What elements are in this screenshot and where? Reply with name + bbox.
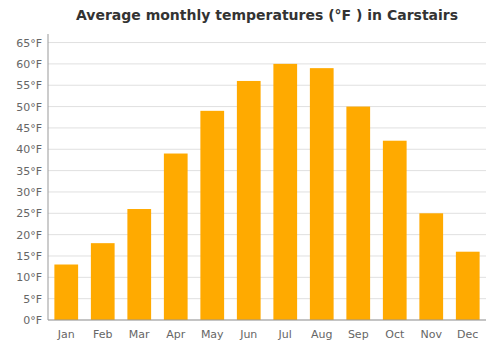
y-tick-label: 20°F bbox=[16, 229, 42, 242]
y-tick-label: 35°F bbox=[16, 165, 42, 178]
y-tick-label: 10°F bbox=[16, 271, 42, 284]
x-tick-label: Jul bbox=[278, 328, 292, 341]
y-tick-label: 65°F bbox=[16, 37, 42, 50]
x-tick-label: Oct bbox=[385, 328, 405, 341]
grid-line bbox=[48, 106, 486, 107]
bar bbox=[164, 154, 188, 320]
grid-line bbox=[48, 149, 486, 150]
grid-line bbox=[48, 191, 486, 192]
x-tick-label: Dec bbox=[457, 328, 478, 341]
x-axis-line bbox=[48, 320, 486, 321]
y-tick-label: 45°F bbox=[16, 122, 42, 135]
x-tick-label: Jan bbox=[57, 328, 75, 341]
x-tick-label: Jun bbox=[239, 328, 257, 341]
y-tick-label: 40°F bbox=[16, 143, 42, 156]
grid-line bbox=[48, 127, 486, 128]
y-tick-label: 50°F bbox=[16, 101, 42, 114]
bar bbox=[200, 111, 224, 320]
y-tick-label: 5°F bbox=[23, 293, 42, 306]
grid-line bbox=[48, 170, 486, 171]
grid-line bbox=[48, 42, 486, 43]
bar bbox=[273, 64, 297, 320]
grid-line bbox=[48, 85, 486, 86]
bar bbox=[383, 141, 407, 320]
grid bbox=[48, 43, 486, 320]
x-tick-label: Aug bbox=[311, 328, 332, 341]
bar bbox=[91, 243, 115, 320]
bar bbox=[456, 252, 480, 320]
bar bbox=[54, 265, 78, 320]
grid-line bbox=[48, 320, 486, 321]
y-tick-label: 25°F bbox=[16, 207, 42, 220]
bar bbox=[346, 107, 370, 320]
chart-title: Average monthly temperatures (°F ) in Ca… bbox=[76, 7, 458, 23]
x-tick-label: Sep bbox=[348, 328, 369, 341]
bar bbox=[127, 209, 151, 320]
y-tick-label: 60°F bbox=[16, 58, 42, 71]
chart-svg: Average monthly temperatures (°F ) in Ca… bbox=[0, 0, 500, 350]
x-tick-label: Mar bbox=[129, 328, 150, 341]
x-tick-label: Nov bbox=[421, 328, 443, 341]
x-tick-label: May bbox=[201, 328, 224, 341]
y-tick-label: 15°F bbox=[16, 250, 42, 263]
bar bbox=[237, 81, 261, 320]
x-tick-label: Apr bbox=[166, 328, 186, 341]
y-tick-label: 55°F bbox=[16, 79, 42, 92]
bar bbox=[419, 213, 443, 320]
y-tick-label: 30°F bbox=[16, 186, 42, 199]
grid-line bbox=[48, 63, 486, 64]
x-tick-label: Feb bbox=[93, 328, 112, 341]
chart-container: Average monthly temperatures (°F ) in Ca… bbox=[0, 0, 500, 350]
y-tick-label: 0°F bbox=[23, 314, 42, 327]
y-axis-line bbox=[48, 34, 49, 320]
bar bbox=[310, 68, 334, 320]
bars bbox=[54, 64, 479, 320]
